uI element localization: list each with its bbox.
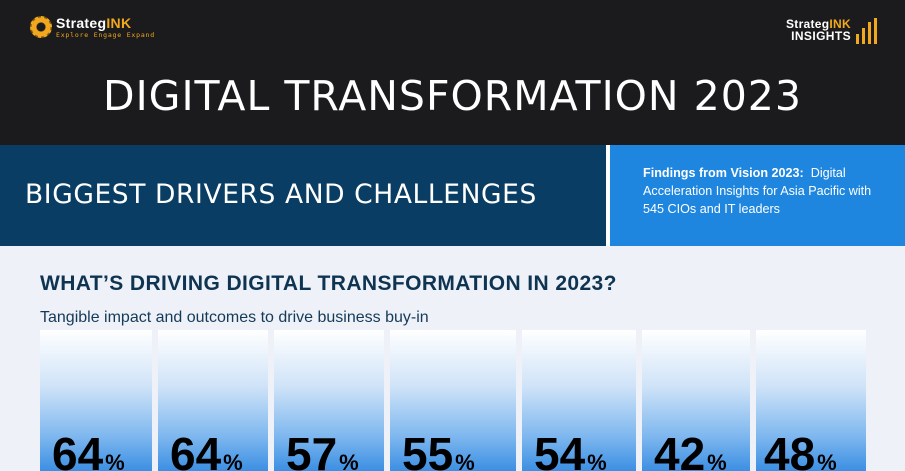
stat-value: 54% [534, 428, 607, 471]
stat-card: 55% [390, 330, 516, 471]
drivers-subtitle: Tangible impact and outcomes to drive bu… [40, 309, 429, 326]
stat-value: 48% [764, 428, 837, 471]
findings-bold: Findings from Vision 2023: [643, 166, 804, 180]
drivers-heading: WHAT’S DRIVING DIGITAL TRANSFORMATION IN… [40, 272, 617, 295]
section-title: BIGGEST DRIVERS AND CHALLENGES [25, 179, 537, 210]
stat-card: 64% [158, 330, 268, 471]
bar-chart-icon [856, 18, 877, 44]
findings-panel: Findings from Vision 2023: Digital Accel… [610, 145, 905, 246]
gear-logo-icon [30, 16, 52, 39]
stat-value: 57% [286, 428, 359, 471]
stat-card: 42% [642, 330, 750, 471]
logo-right-name: StrategINK [785, 17, 851, 31]
logo-left-tagline: Explore Engage Expand [56, 31, 155, 39]
stat-value: 64% [52, 428, 125, 471]
banner-divider [606, 145, 610, 246]
findings-text: Findings from Vision 2023: Digital Accel… [643, 164, 893, 218]
section-banner: BIGGEST DRIVERS AND CHALLENGES [0, 145, 606, 246]
stat-value: 55% [402, 428, 475, 471]
strategink-logo: StrategINK Explore Engage Expand [30, 16, 155, 39]
logo-right-sub: INSIGHTS [791, 29, 851, 43]
stat-value: 64% [170, 428, 243, 471]
stat-card: 64% [40, 330, 152, 471]
findings-body: Digital Acceleration Insights for Asia P… [643, 166, 872, 216]
stat-card: 54% [522, 330, 636, 471]
stat-value: 42% [654, 428, 727, 471]
header: StrategINK Explore Engage Expand Strateg… [0, 0, 905, 145]
strategink-insights-logo: StrategINK INSIGHTS [786, 18, 877, 44]
stat-card: 57% [274, 330, 384, 471]
page-title: DIGITAL TRANSFORMATION 2023 [103, 72, 802, 120]
logo-left-name: StrategINK [56, 15, 132, 31]
stat-card: 48% [756, 330, 866, 471]
